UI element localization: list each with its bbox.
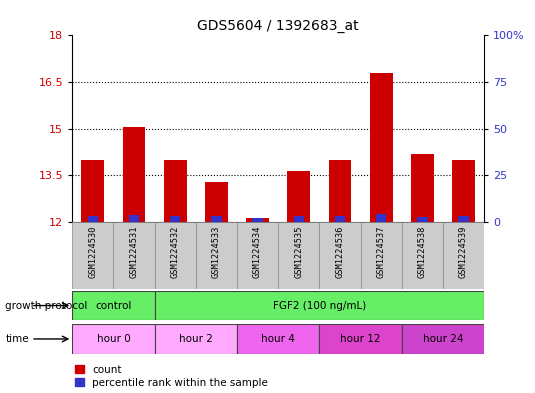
- Bar: [319, 222, 361, 289]
- Text: GSM1224530: GSM1224530: [88, 225, 97, 278]
- Text: hour 4: hour 4: [261, 334, 295, 344]
- Bar: [402, 324, 484, 354]
- Bar: [335, 216, 345, 222]
- Bar: [155, 324, 237, 354]
- Bar: [452, 160, 475, 222]
- Text: hour 24: hour 24: [423, 334, 463, 344]
- Bar: [287, 171, 310, 222]
- Bar: [376, 214, 386, 222]
- Bar: [411, 154, 434, 222]
- Text: FGF2 (100 ng/mL): FGF2 (100 ng/mL): [273, 301, 366, 310]
- Text: GSM1224533: GSM1224533: [212, 225, 221, 278]
- Bar: [361, 222, 402, 289]
- Bar: [72, 222, 113, 289]
- Text: GSM1224539: GSM1224539: [459, 225, 468, 278]
- Text: hour 2: hour 2: [179, 334, 213, 344]
- Text: GSM1224534: GSM1224534: [253, 225, 262, 278]
- Bar: [129, 215, 139, 222]
- Bar: [164, 160, 187, 222]
- Bar: [81, 160, 104, 222]
- Bar: [278, 222, 319, 289]
- Bar: [196, 222, 237, 289]
- Bar: [113, 222, 155, 289]
- Text: GSM1224531: GSM1224531: [129, 225, 139, 278]
- Bar: [88, 216, 98, 222]
- Bar: [370, 73, 393, 222]
- Text: time: time: [5, 334, 29, 344]
- Text: GSM1224535: GSM1224535: [294, 225, 303, 278]
- Text: GSM1224536: GSM1224536: [335, 225, 345, 278]
- Text: growth protocol: growth protocol: [5, 301, 88, 310]
- Bar: [72, 324, 155, 354]
- Bar: [72, 291, 155, 320]
- Bar: [328, 160, 351, 222]
- Bar: [170, 217, 180, 222]
- Bar: [402, 222, 443, 289]
- Bar: [237, 222, 278, 289]
- Bar: [319, 324, 402, 354]
- Bar: [211, 217, 221, 222]
- Text: GSM1224537: GSM1224537: [377, 225, 386, 278]
- Bar: [123, 127, 146, 222]
- Bar: [417, 217, 427, 222]
- Bar: [155, 222, 196, 289]
- Title: GDS5604 / 1392683_at: GDS5604 / 1392683_at: [197, 19, 359, 33]
- Bar: [443, 222, 484, 289]
- Bar: [237, 324, 319, 354]
- Text: GSM1224538: GSM1224538: [418, 225, 427, 278]
- Bar: [253, 218, 263, 222]
- Bar: [205, 182, 228, 222]
- Text: GSM1224532: GSM1224532: [171, 225, 180, 278]
- Bar: [458, 216, 469, 222]
- Bar: [294, 216, 304, 222]
- Text: control: control: [95, 301, 132, 310]
- Text: hour 0: hour 0: [96, 334, 131, 344]
- Text: hour 12: hour 12: [340, 334, 381, 344]
- Legend: count, percentile rank within the sample: count, percentile rank within the sample: [75, 365, 269, 388]
- Bar: [155, 291, 484, 320]
- Bar: [246, 219, 269, 222]
